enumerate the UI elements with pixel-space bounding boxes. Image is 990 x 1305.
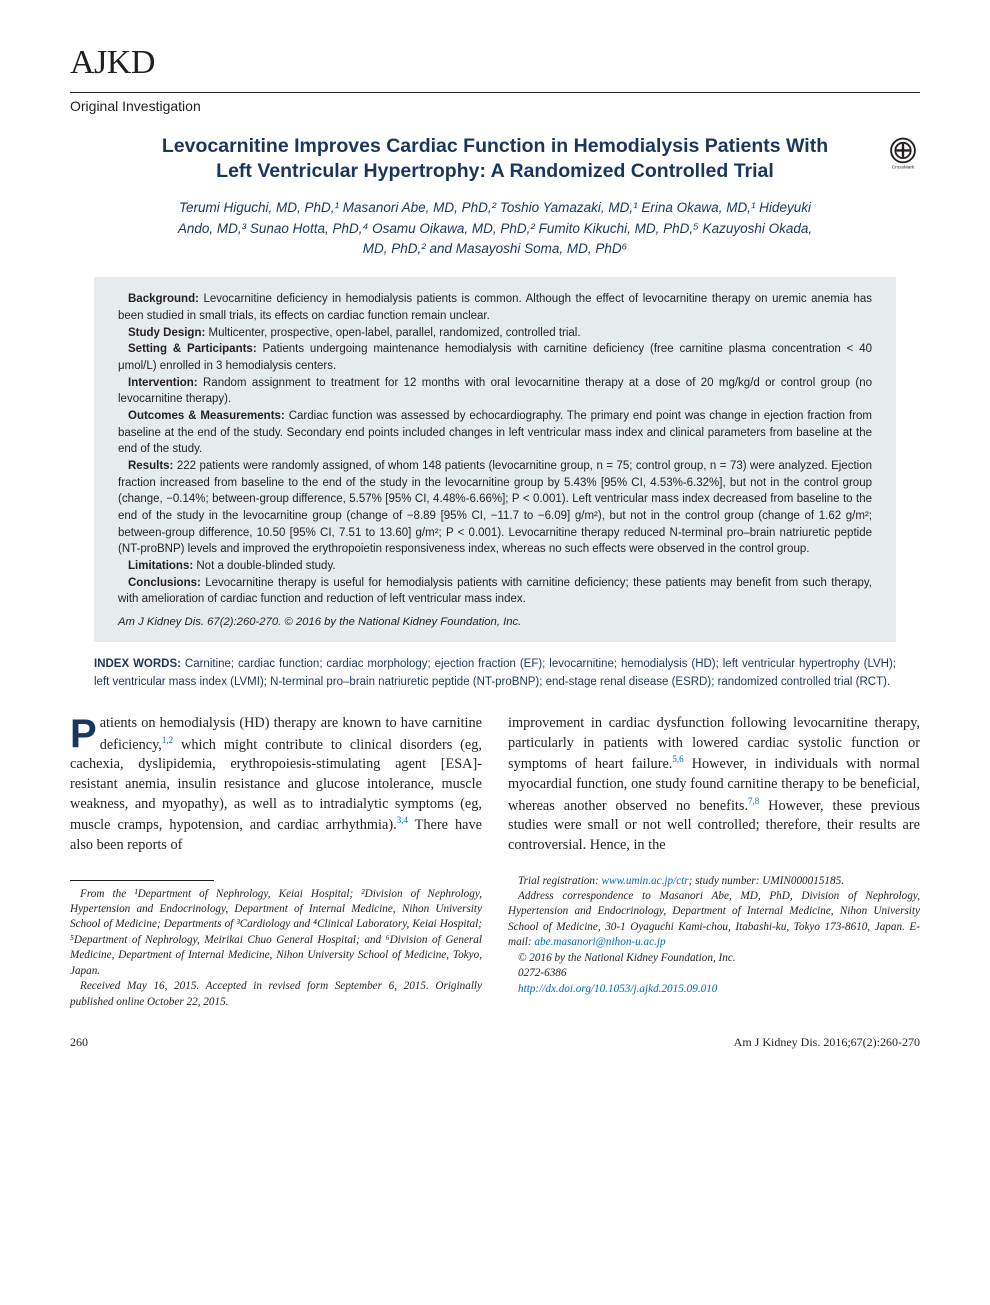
journal-header: AJKD [70,40,920,86]
footer-citation: Am J Kidney Dis. 2016;67(2):260-270 [734,1034,920,1050]
ref-link[interactable]: 1,2 [162,735,173,745]
dropcap: P [70,714,100,751]
footnote-col-left: From the ¹Department of Nephrology, Keia… [70,874,482,1011]
abs-label-sd: Study Design: [128,327,205,339]
abs-label-res: Results: [128,460,173,472]
section-label: Original Investigation [70,97,920,116]
footnote-rule [70,880,214,881]
journal-logo-block: AJKD [70,40,155,86]
abs-conclusions: Levocarnitine therapy is useful for hemo… [118,577,872,606]
abs-label-int: Intervention: [128,377,198,389]
abs-background: Levocarnitine deficiency in hemodialysis… [118,293,872,322]
abs-label-out: Outcomes & Measurements: [128,410,285,422]
authors: Terumi Higuchi, MD, PhD,¹ Masanori Abe, … [175,198,815,259]
index-words: INDEX WORDS: Carnitine; cardiac function… [94,656,896,692]
trial-reg-suffix: ; study number: UMIN000015185. [689,875,844,887]
abs-study-design: Multicenter, prospective, open-label, pa… [209,327,581,339]
abs-citation: Am J Kidney Dis. 67(2):260-270. © 2016 b… [118,614,872,630]
abs-label-con: Conclusions: [128,577,201,589]
title-block: Levocarnitine Improves Cardiac Function … [70,134,920,185]
abs-label-bg: Background: [128,293,199,305]
journal-logo: AJKD [70,40,155,86]
ref-link[interactable]: 5,6 [672,754,683,764]
footnote-col-right: Trial registration: www.umin.ac.jp/ctr; … [508,874,920,1011]
abs-label-sp: Setting & Participants: [128,343,257,355]
issn: 0272-6386 [508,966,920,981]
body-col-right: improvement in cardiac dysfunction follo… [508,714,920,856]
ref-link[interactable]: 7,8 [748,796,759,806]
ref-link[interactable]: 3,4 [397,815,408,825]
abstract-box: Background: Levocarnitine deficiency in … [94,277,896,642]
abs-intervention: Random assignment to treatment for 12 mo… [118,377,872,406]
copyright: © 2016 by the National Kidney Foundation… [508,951,920,966]
trial-reg-label: Trial registration: [518,875,602,887]
body-col-left: Patients on hemodialysis (HD) therapy ar… [70,714,482,856]
page-number: 260 [70,1034,88,1050]
abs-label-lim: Limitations: [128,560,193,572]
footnotes: From the ¹Department of Nephrology, Keia… [70,874,920,1011]
page-footer: 260 Am J Kidney Dis. 2016;67(2):260-270 [70,1034,920,1050]
header-rule [70,92,920,93]
doi-link[interactable]: http://dx.doi.org/10.1053/j.ajkd.2015.09… [518,983,717,995]
dates: Received May 16, 2015. Accepted in revis… [70,979,482,1010]
abs-limitations: Not a double-blinded study. [196,560,335,572]
affiliations: From the ¹Department of Nephrology, Keia… [70,887,482,980]
body-columns: Patients on hemodialysis (HD) therapy ar… [70,714,920,856]
email-link[interactable]: abe.masanori@nihon-u.ac.jp [534,936,665,948]
trial-reg-link[interactable]: www.umin.ac.jp/ctr [602,875,689,887]
index-words-text: Carnitine; cardiac function; cardiac mor… [94,658,896,688]
article-title: Levocarnitine Improves Cardiac Function … [122,134,868,185]
svg-text:CrossMark: CrossMark [892,164,915,169]
abs-results: 222 patients were randomly assigned, of … [118,460,872,555]
crossmark-icon[interactable]: CrossMark [886,136,920,170]
index-words-label: INDEX WORDS: [94,658,181,670]
